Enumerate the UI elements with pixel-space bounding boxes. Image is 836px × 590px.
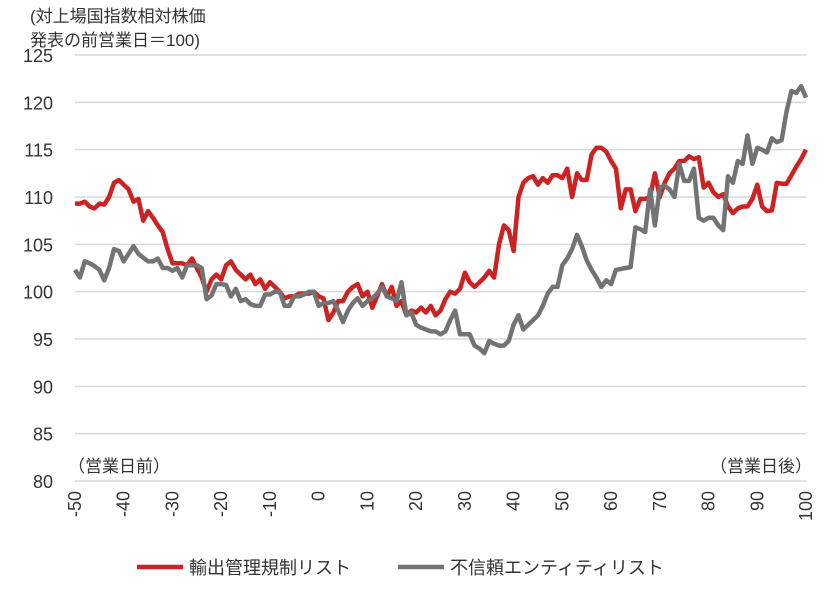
x-tick-label: 70 — [650, 491, 670, 511]
annotation-after: （営業日後） — [710, 457, 812, 476]
x-tick-label: 100 — [796, 491, 816, 521]
x-tick-label: 30 — [455, 491, 475, 511]
x-tick-label: -50 — [65, 491, 85, 517]
x-tick-label: 40 — [504, 491, 524, 511]
x-tick-label: 90 — [747, 491, 767, 511]
y-tick-label: 95 — [33, 330, 53, 350]
legend-label-1: 輸出管理規制リスト — [189, 558, 351, 578]
y-axis-label-line-1: (対上場国指数相対株価 — [30, 7, 206, 26]
y-tick-label: 90 — [33, 377, 53, 397]
y-tick-label: 125 — [23, 46, 53, 66]
legend: 輸出管理規制リスト 不信頼エンティティリスト — [137, 558, 664, 578]
x-tick-label: 60 — [601, 491, 621, 511]
x-tick-label: -40 — [114, 491, 134, 517]
y-tick-label: 80 — [33, 472, 53, 492]
series-line-1 — [75, 145, 808, 323]
x-tick-label: -20 — [211, 491, 231, 517]
y-tick-label: 120 — [23, 93, 53, 113]
x-tick-label: 80 — [699, 491, 719, 511]
x-tick-label: 20 — [406, 491, 426, 511]
x-tick-label: 10 — [357, 491, 377, 511]
x-tick-label: -30 — [162, 491, 182, 517]
y-tick-label: 115 — [24, 141, 53, 161]
x-tick-label: 0 — [309, 491, 329, 501]
x-tick-label: -10 — [260, 491, 280, 517]
y-tick-label: 100 — [23, 283, 53, 303]
legend-label-2: 不信頼エンティティリスト — [450, 558, 664, 578]
x-tick-label: 50 — [552, 491, 572, 511]
y-tick-label: 85 — [33, 425, 53, 445]
y-tick-label: 105 — [23, 235, 53, 255]
series-line-2 — [73, 83, 809, 356]
y-axis-label-line-2: 発表の前営業日＝100) — [30, 31, 200, 50]
annotation-before: （営業日前） — [68, 457, 170, 476]
y-tick-label: 110 — [24, 188, 53, 208]
